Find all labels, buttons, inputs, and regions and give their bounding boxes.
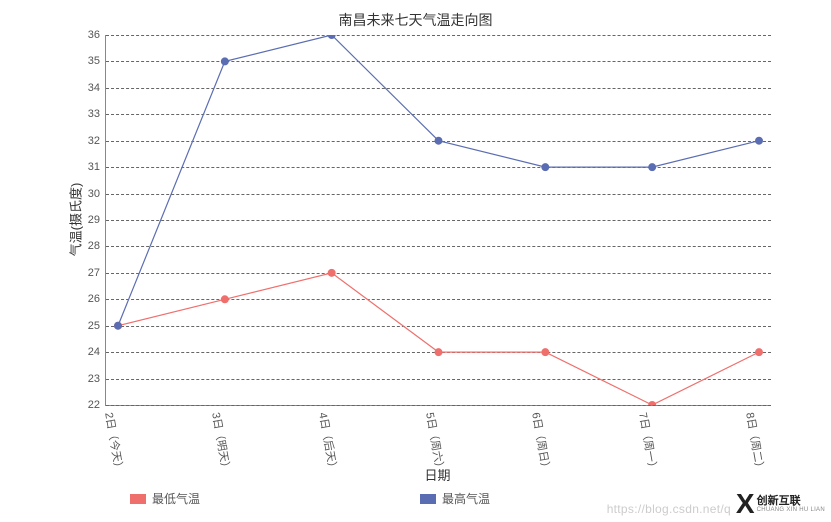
- series-line: [118, 273, 759, 405]
- gridline: [106, 299, 771, 300]
- series-line: [118, 35, 759, 326]
- legend-item-low: 最低气温: [130, 490, 200, 507]
- ytick-label: 26: [70, 293, 100, 305]
- plot-area: [105, 35, 771, 406]
- ytick-label: 27: [70, 267, 100, 279]
- ytick-label: 30: [70, 188, 100, 200]
- ytick-label: 29: [70, 214, 100, 226]
- legend-label-high: 最高气温: [442, 490, 490, 507]
- gridline: [106, 141, 771, 142]
- ytick-label: 31: [70, 161, 100, 173]
- ytick-label: 23: [70, 373, 100, 385]
- xtick-label: 3日（明天）: [208, 411, 234, 474]
- legend-label-low: 最低气温: [152, 490, 200, 507]
- chart-title: 南昌未来七天气温走向图: [0, 10, 831, 30]
- gridline: [106, 405, 771, 406]
- legend-swatch-high: [420, 494, 436, 504]
- ytick-label: 34: [70, 82, 100, 94]
- xtick-label: 4日（后天）: [315, 411, 341, 474]
- gridline: [106, 220, 771, 221]
- gridline: [106, 167, 771, 168]
- brand-logo: X 创新互联 CHUANG XIN HU LIAN: [736, 490, 825, 518]
- xtick-label: 7日（周一）: [635, 411, 661, 474]
- ytick-label: 22: [70, 399, 100, 411]
- gridline: [106, 194, 771, 195]
- brand-mark-icon: X: [736, 490, 753, 518]
- xtick-label: 8日（周二）: [742, 411, 768, 474]
- ytick-label: 32: [70, 135, 100, 147]
- ytick-label: 33: [70, 108, 100, 120]
- xtick-label: 2日（今天）: [101, 411, 127, 474]
- xtick-label: 6日（周日）: [529, 411, 555, 474]
- gridline: [106, 114, 771, 115]
- legend-item-high: 最高气温: [420, 490, 490, 507]
- ytick-label: 25: [70, 320, 100, 332]
- gridline: [106, 246, 771, 247]
- gridline: [106, 379, 771, 380]
- gridline: [106, 61, 771, 62]
- legend-swatch-low: [130, 494, 146, 504]
- ytick-label: 36: [70, 29, 100, 41]
- brand-en: CHUANG XIN HU LIAN: [757, 507, 825, 513]
- gridline: [106, 273, 771, 274]
- ytick-label: 24: [70, 346, 100, 358]
- watermark-text: https://blog.csdn.net/q: [607, 502, 731, 516]
- gridline: [106, 326, 771, 327]
- legend: 最低气温 最高气温: [130, 490, 490, 507]
- ytick-label: 35: [70, 55, 100, 67]
- gridline: [106, 352, 771, 353]
- brand-cn: 创新互联: [757, 496, 825, 507]
- gridline: [106, 35, 771, 36]
- gridline: [106, 88, 771, 89]
- ytick-label: 28: [70, 240, 100, 252]
